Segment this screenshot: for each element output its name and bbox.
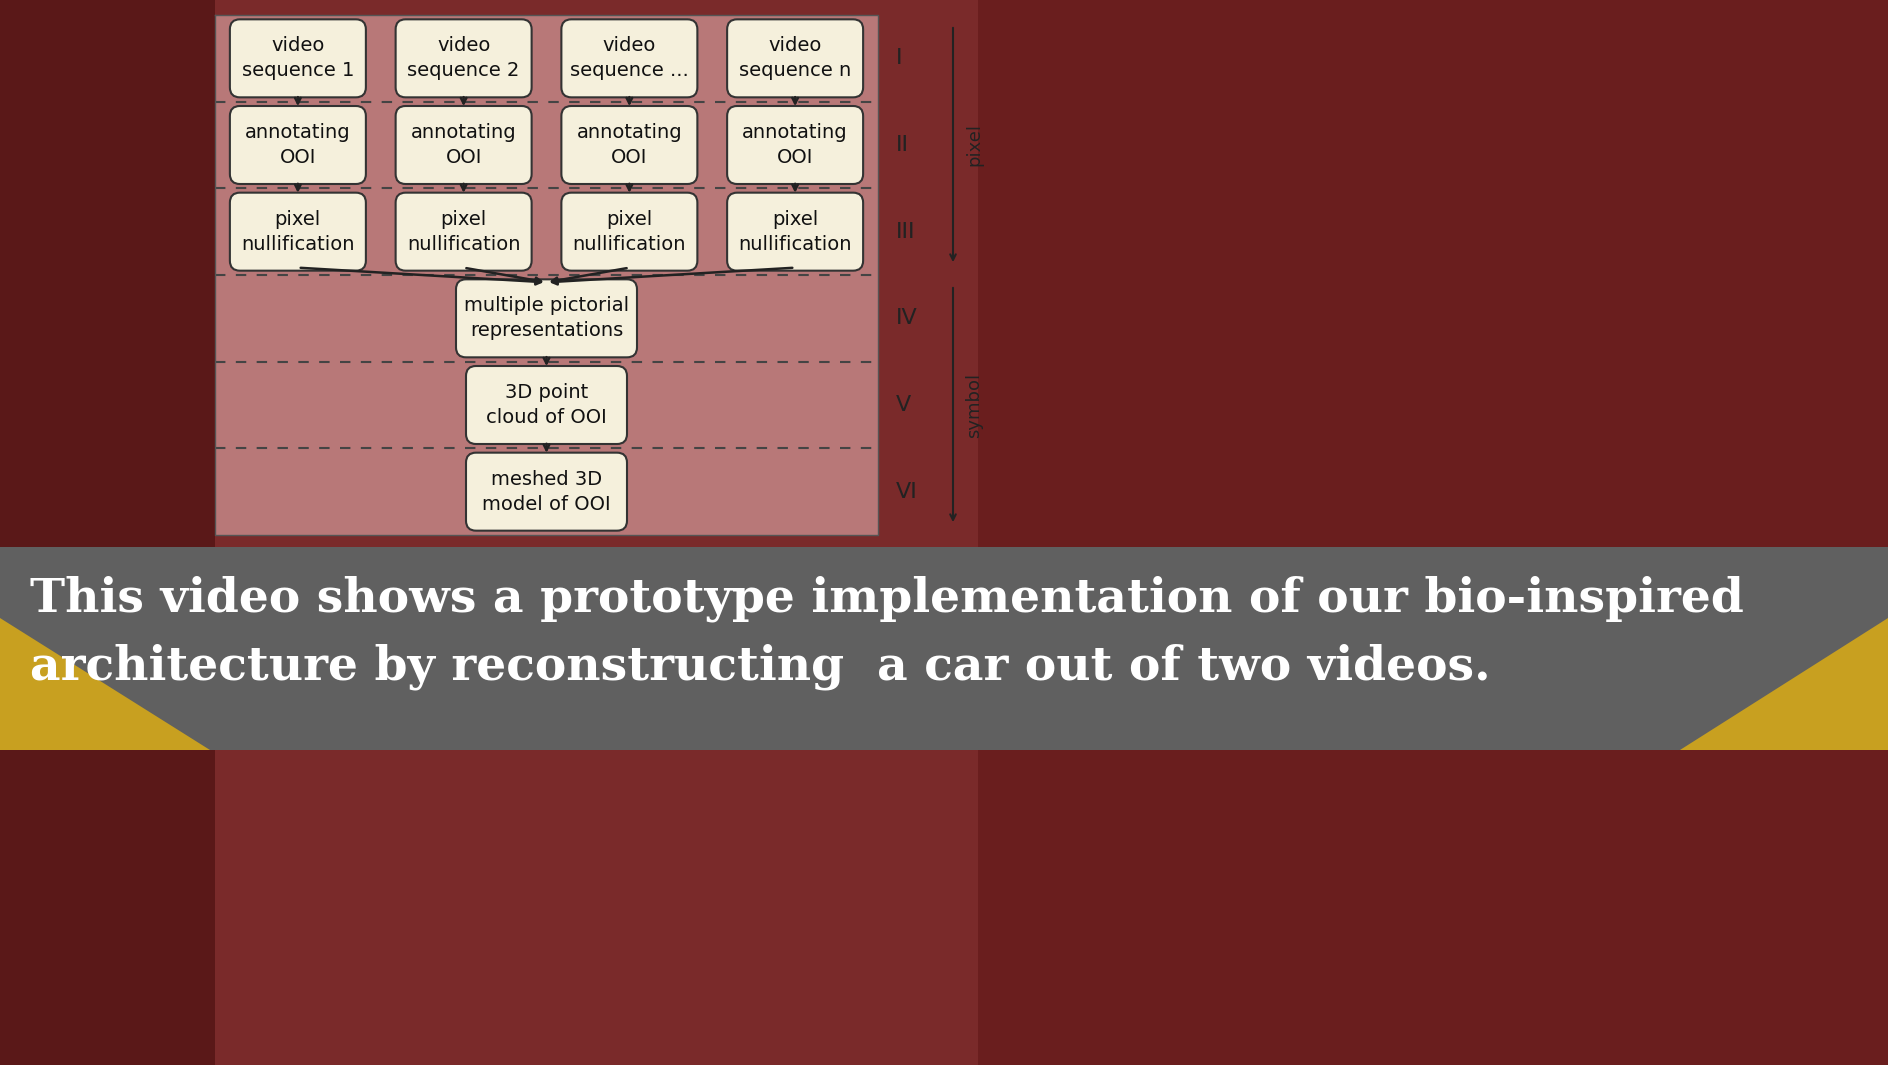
FancyBboxPatch shape <box>230 106 366 184</box>
FancyBboxPatch shape <box>396 106 532 184</box>
FancyBboxPatch shape <box>457 279 636 358</box>
FancyBboxPatch shape <box>727 19 863 97</box>
FancyBboxPatch shape <box>978 0 1888 1065</box>
Text: III: III <box>897 222 916 242</box>
FancyBboxPatch shape <box>466 453 627 530</box>
FancyBboxPatch shape <box>727 193 863 271</box>
FancyBboxPatch shape <box>727 106 863 184</box>
Text: meshed 3D
model of OOI: meshed 3D model of OOI <box>481 470 612 513</box>
Text: VI: VI <box>897 481 918 502</box>
Text: multiple pictorial
representations: multiple pictorial representations <box>464 296 629 341</box>
Text: This video shows a prototype implementation of our bio-inspired
architecture by : This video shows a prototype implementat… <box>30 575 1745 690</box>
Text: pixel: pixel <box>965 124 984 166</box>
Text: video
sequence 2: video sequence 2 <box>408 36 519 80</box>
Text: IV: IV <box>897 309 918 328</box>
Text: II: II <box>897 135 908 155</box>
Text: annotating
OOI: annotating OOI <box>245 122 351 167</box>
Polygon shape <box>1680 618 1888 750</box>
Polygon shape <box>0 649 200 750</box>
Text: pixel
nullification: pixel nullification <box>572 210 685 253</box>
FancyBboxPatch shape <box>561 106 697 184</box>
Polygon shape <box>0 618 210 750</box>
Text: annotating
OOI: annotating OOI <box>412 122 517 167</box>
FancyBboxPatch shape <box>215 15 878 535</box>
FancyBboxPatch shape <box>0 0 215 1065</box>
FancyBboxPatch shape <box>0 547 1888 750</box>
Text: pixel
nullification: pixel nullification <box>242 210 355 253</box>
Text: video
sequence n: video sequence n <box>738 36 851 80</box>
FancyBboxPatch shape <box>561 19 697 97</box>
Text: video
sequence ...: video sequence ... <box>570 36 689 80</box>
Text: annotating
OOI: annotating OOI <box>742 122 848 167</box>
FancyBboxPatch shape <box>561 193 697 271</box>
Text: pixel
nullification: pixel nullification <box>738 210 851 253</box>
Text: 3D point
cloud of OOI: 3D point cloud of OOI <box>485 383 606 427</box>
FancyBboxPatch shape <box>466 366 627 444</box>
Text: I: I <box>897 48 902 68</box>
Text: symbol: symbol <box>965 373 984 438</box>
FancyBboxPatch shape <box>230 193 366 271</box>
Text: annotating
OOI: annotating OOI <box>576 122 682 167</box>
FancyBboxPatch shape <box>230 19 366 97</box>
Text: V: V <box>897 395 912 415</box>
Text: video
sequence 1: video sequence 1 <box>242 36 355 80</box>
FancyBboxPatch shape <box>396 193 532 271</box>
Text: pixel
nullification: pixel nullification <box>408 210 521 253</box>
FancyBboxPatch shape <box>396 19 532 97</box>
